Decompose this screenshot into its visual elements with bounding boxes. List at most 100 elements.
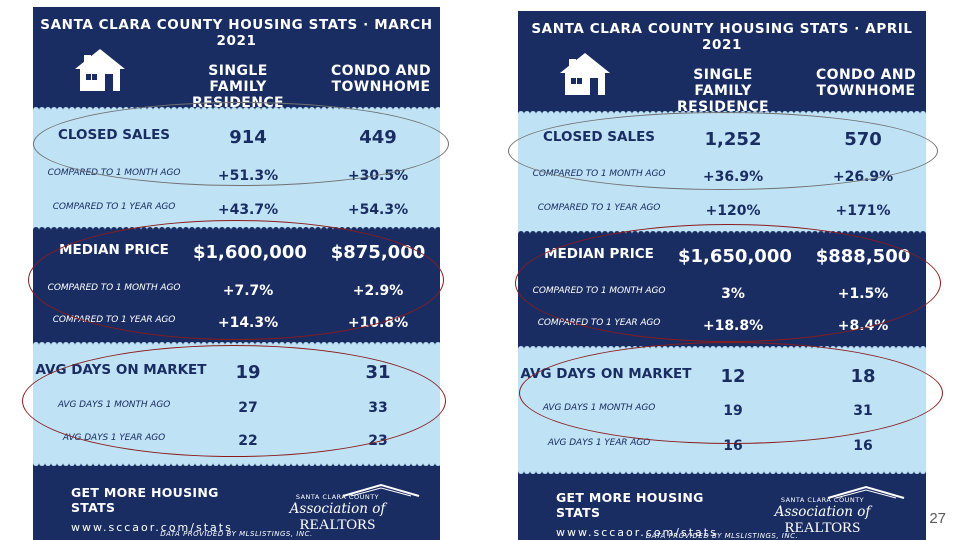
scallop-dot [75, 107, 81, 113]
scallop-dot [231, 460, 237, 466]
highlight-ellipse-days-market-april [519, 342, 943, 444]
scallop-dot [614, 111, 620, 117]
scallop-dot [908, 468, 914, 474]
scallop-dot [435, 107, 440, 113]
scallop-dot [578, 468, 584, 474]
realtors-roof-icon [342, 483, 420, 497]
scallop-dot [830, 111, 836, 117]
scallop-dot [81, 227, 87, 233]
scallop-dot [878, 231, 884, 237]
scallop-dot [183, 460, 189, 466]
scallop-dot [662, 468, 668, 474]
scallop-dot [884, 111, 890, 117]
scallop-dot [45, 107, 51, 113]
scallop-dot [590, 111, 596, 117]
scallop-dot [303, 460, 309, 466]
scallop-dot [369, 342, 375, 348]
scallop-dot [429, 460, 435, 466]
scallop-dot [339, 460, 345, 466]
scallop-dot [920, 346, 926, 352]
scallop-dot [93, 460, 99, 466]
scallop-dot [686, 468, 692, 474]
scallop-dot [518, 468, 524, 474]
assoc-county-text: SANTA CLARA COUNTY [295, 493, 380, 501]
scallop-dot [387, 107, 393, 113]
scallop-dot [423, 227, 429, 233]
scallop-dot [632, 468, 638, 474]
scallop-dot [866, 346, 872, 352]
scallop-dot [399, 107, 405, 113]
scallop-dot [393, 460, 399, 466]
scallop-dot [381, 107, 387, 113]
scallop-dot [39, 107, 45, 113]
scallop-dot [51, 107, 57, 113]
scallop-dot [417, 227, 423, 233]
stats-url-link[interactable]: www.sccaor.com/stats [71, 521, 233, 534]
scallop-dot [63, 107, 69, 113]
scallop-dot [99, 460, 105, 466]
closed-1-year-condo: +171% [835, 203, 891, 219]
stats-url-link[interactable]: www.sccaor.com/stats [556, 526, 718, 539]
scallop-dot [39, 460, 45, 466]
scallop-dot [728, 468, 734, 474]
scallop-dot [788, 468, 794, 474]
scallop-dot [836, 468, 842, 474]
scallop-dot [572, 231, 578, 237]
scallop-dot [363, 342, 369, 348]
scallop-dot [830, 468, 836, 474]
scallop-dot [914, 231, 920, 237]
scallop-dot [872, 111, 878, 117]
scallop-dot [375, 460, 381, 466]
scallop-dot [321, 342, 327, 348]
scallop-dot [57, 460, 63, 466]
scallop-dot [584, 111, 590, 117]
scallop-dot [153, 342, 159, 348]
scallop-dot [315, 460, 321, 466]
scallop-dot [542, 231, 548, 237]
scallop-dot [902, 468, 908, 474]
card-title: SANTA CLARA COUNTY HOUSING STATS · APRIL… [531, 21, 913, 53]
scallop-dot [99, 227, 105, 233]
scallop-dot [387, 227, 393, 233]
scallop-dot [530, 346, 536, 352]
scallop-dot [590, 231, 596, 237]
scallop-dot [393, 342, 399, 348]
scallop-dot [255, 460, 261, 466]
scallop-dot [45, 460, 51, 466]
scallop-dot [33, 227, 39, 233]
scalloped-edge [33, 460, 440, 466]
scallop-dot [39, 342, 45, 348]
scallop-dot [722, 468, 728, 474]
scallop-dot [602, 468, 608, 474]
scallop-dot [357, 342, 363, 348]
scallop-dot [626, 468, 632, 474]
scallop-dot [423, 107, 429, 113]
scallop-dot [429, 107, 435, 113]
scallop-dot [554, 468, 560, 474]
scallop-dot [33, 460, 39, 466]
scallop-dot [842, 111, 848, 117]
scallop-dot [369, 227, 375, 233]
scallop-dot [866, 468, 872, 474]
scallop-dot [554, 111, 560, 117]
scallop-dot [896, 111, 902, 117]
scallop-dot [524, 468, 530, 474]
scallop-dot [117, 342, 123, 348]
scallop-dot [692, 468, 698, 474]
scallop-dot [333, 460, 339, 466]
data-provided-note: DATA PROVIDED BY MLSLISTINGS, INC. [645, 532, 799, 540]
scallop-dot [620, 468, 626, 474]
highlight-ellipse-median-price-march [28, 220, 444, 340]
scallop-dot [896, 346, 902, 352]
scallop-dot [33, 107, 39, 113]
scallop-dot [57, 342, 63, 348]
scallop-dot [369, 460, 375, 466]
scallop-dot [429, 342, 435, 348]
scallop-dot [363, 227, 369, 233]
scallop-dot [638, 468, 644, 474]
scallop-dot [57, 227, 63, 233]
scallop-dot [45, 227, 51, 233]
scallop-dot [315, 342, 321, 348]
scallop-dot [63, 460, 69, 466]
scallop-dot [411, 342, 417, 348]
